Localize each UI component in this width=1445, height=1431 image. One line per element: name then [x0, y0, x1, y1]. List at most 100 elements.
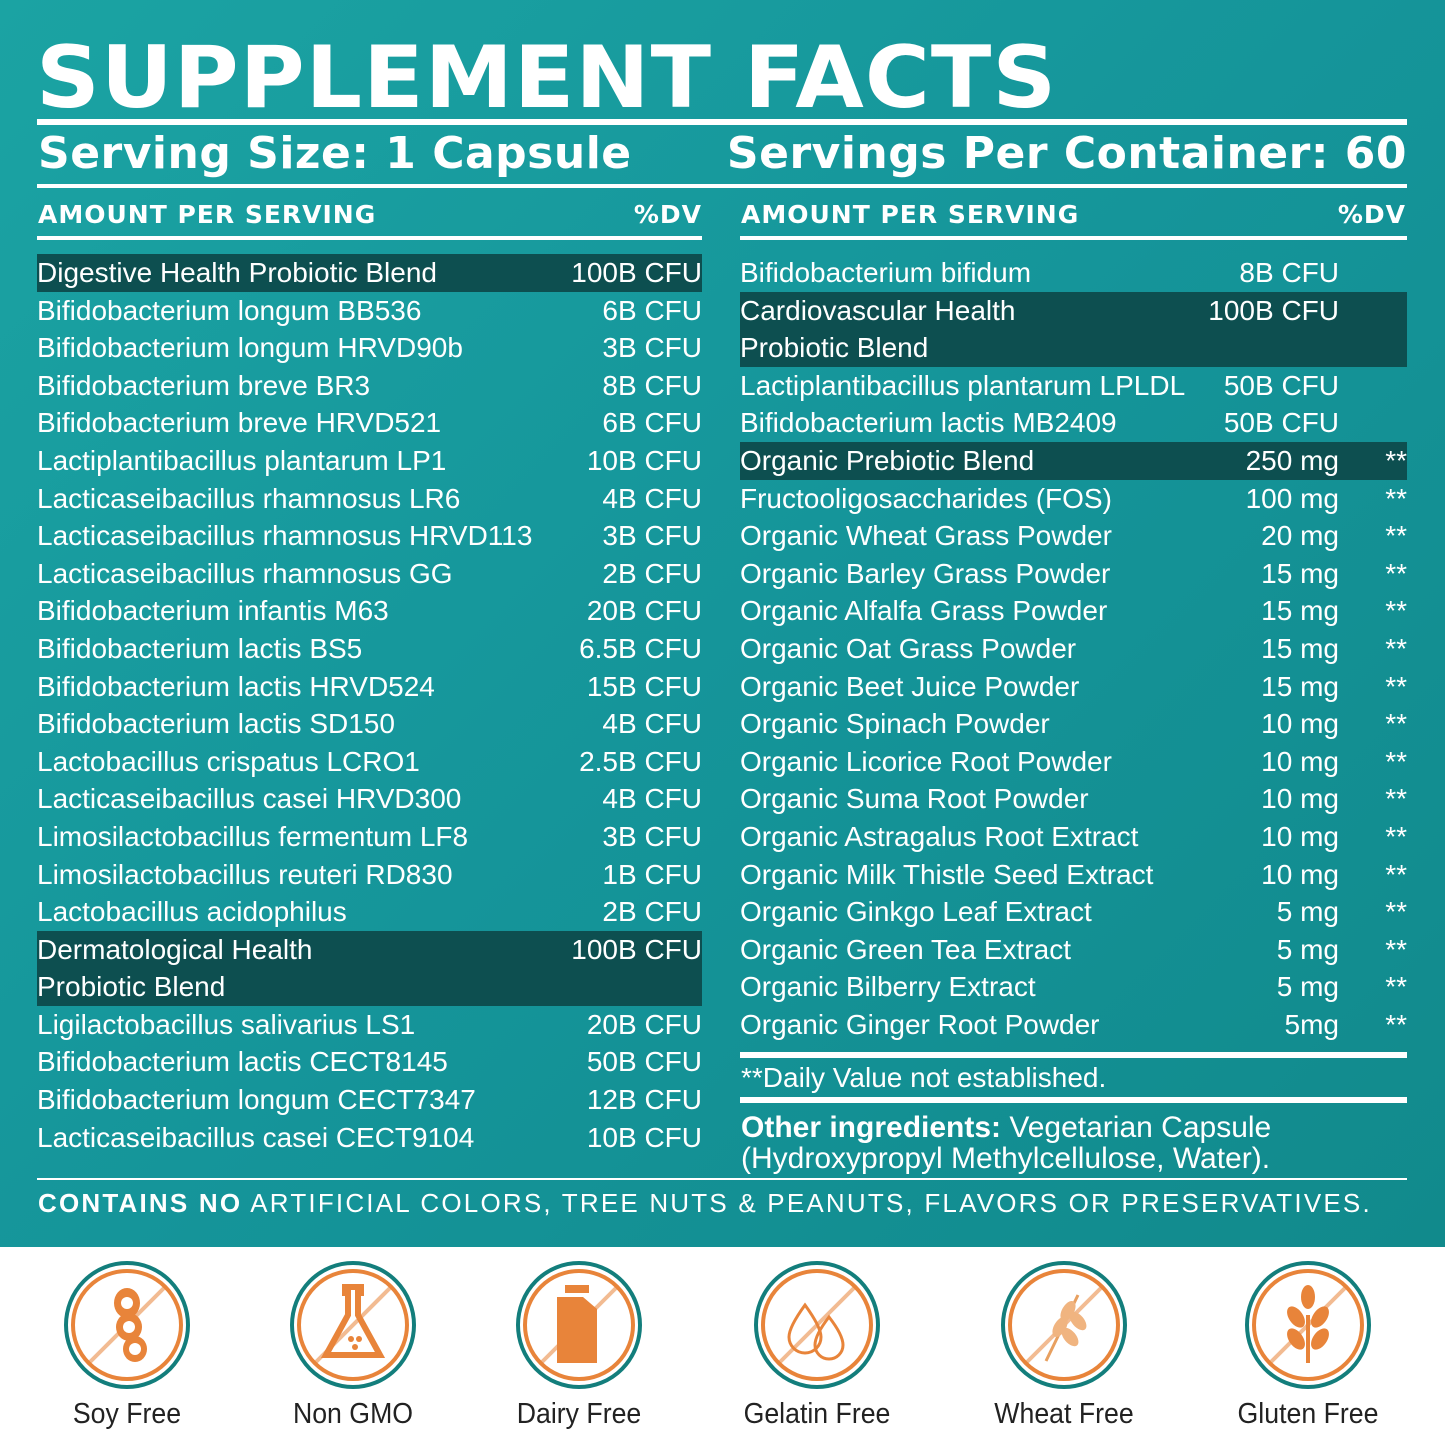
ingredient-amount: 10 mg	[1261, 783, 1339, 815]
ingredient-dv: **	[1385, 444, 1407, 476]
ingredient-dv	[1339, 292, 1407, 367]
ingredient-row: Limosilactobacillus reuteri RD830 1B CFU	[37, 856, 702, 894]
ingredient-amount: 5mg	[1284, 1008, 1339, 1040]
other-ingredients-text: Vegetarian Capsule (Hydroxypropyl Methyl…	[741, 1111, 1272, 1175]
ingredient-amount: 50B CFU	[1223, 407, 1339, 439]
ingredient-amount: 6B CFU	[602, 407, 702, 439]
badge-label: Non GMO	[292, 1398, 414, 1430]
ingredient-name: Organic Astragalus Root Extract	[740, 820, 1139, 852]
ingredient-name: Organic Bilberry Extract	[740, 971, 1036, 1003]
amount-per-serving-label: AMOUNT PER SERVING	[741, 200, 1080, 229]
ingredient-dv	[1339, 254, 1407, 292]
ingredient-name: Organic Green Tea Extract	[740, 933, 1071, 965]
ingredient-name: Bifidobacterium longum BB536	[37, 294, 422, 326]
ingredient-dv: **	[1385, 482, 1407, 514]
divider	[37, 119, 1407, 125]
ingredient-dv: **	[1385, 670, 1407, 702]
ingredient-amount: 15 mg	[1261, 595, 1339, 627]
blend-row: Dermatological Health Probiotic Blend 100…	[37, 930, 702, 1006]
ingredient-name: Ligilactobacillus salivarius LS1	[37, 1008, 416, 1040]
blend-row: Cardiovascular Health Probiotic Blend 100…	[740, 291, 1407, 367]
ingredient-row: Bifidobacterium lactis SD150 4B CFU	[37, 705, 702, 743]
ingredient-name: Bifidobacterium longum HRVD90b	[37, 332, 463, 364]
serving-size: Serving Size: 1 Capsule	[38, 128, 632, 179]
dv-label: %DV	[1337, 200, 1406, 229]
ingredient-name: Limosilactobacillus reuteri RD830	[37, 858, 453, 890]
ingredient-row: Organic Wheat Grass Powder 20 mg **	[740, 517, 1407, 555]
ingredient-name: Lactiplantibacillus plantarum LPLDL	[740, 369, 1186, 401]
left-column-header: AMOUNT PER SERVING %DV	[38, 200, 702, 229]
ingredient-dv: **	[1385, 933, 1407, 965]
ingredient-name: Organic Barley Grass Powder	[740, 557, 1111, 589]
ingredient-amount: 20B CFU	[586, 1008, 702, 1040]
wheat-icon	[964, 1260, 1164, 1390]
contains-no-label: CONTAINS NO	[38, 1188, 243, 1218]
ingredient-row: Bifidobacterium longum BB536 6B CFU	[37, 292, 702, 330]
ingredient-name: Dermatological Health Probiotic Blend	[37, 933, 313, 1003]
ingredient-name: Organic Suma Root Powder	[740, 783, 1089, 815]
badge-label: Gluten Free	[1237, 1398, 1379, 1430]
ingredient-row: Organic Alfalfa Grass Powder 15 mg **	[740, 592, 1407, 630]
ingredient-dv: **	[1385, 1008, 1407, 1040]
ingredient-name: Cardiovascular Health Probiotic Blend	[740, 294, 1016, 364]
other-ingredients-label: Other ingredients:	[741, 1111, 1002, 1144]
ingredient-dv: **	[1385, 820, 1407, 852]
left-ingredient-list: Digestive Health Probiotic Blend 100B CFU…	[37, 254, 702, 1156]
divider	[37, 184, 1407, 188]
badge-dairy-free: Dairy Free	[479, 1260, 679, 1431]
ingredient-name: Lacticaseibacillus casei HRVD300	[37, 783, 462, 815]
ingredient-amount: 50B CFU	[1223, 369, 1339, 401]
ingredient-amount: 2B CFU	[602, 557, 702, 589]
ingredient-row: Lactobacillus acidophilus 2B CFU	[37, 893, 702, 931]
ingredient-dv: **	[1385, 595, 1407, 627]
ingredient-amount: 12B CFU	[586, 1084, 702, 1116]
ingredient-row: Organic Green Tea Extract 5 mg **	[740, 931, 1407, 969]
ingredient-amount: 50B CFU	[586, 1046, 702, 1078]
ingredient-name: Organic Beet Juice Powder	[740, 670, 1080, 702]
ingredient-name: Organic Ginkgo Leaf Extract	[740, 896, 1092, 928]
ingredient-name: Bifidobacterium breve HRVD521	[37, 407, 442, 439]
ingredient-row: Lacticaseibacillus casei HRVD300 4B CFU	[37, 780, 702, 818]
page-title: SUPPLEMENT FACTS	[36, 28, 1058, 128]
badge-label: Gelatin Free	[743, 1398, 891, 1430]
ingredient-name: Digestive Health Probiotic Blend	[37, 257, 437, 288]
ingredient-row: Organic Oat Grass Powder 15 mg **	[740, 630, 1407, 668]
ingredient-row: Limosilactobacillus fermentum LF8 3B CFU	[37, 818, 702, 856]
ingredient-row: Lacticaseibacillus rhamnosus LR6 4B CFU	[37, 480, 702, 518]
ingredient-name: Organic Wheat Grass Powder	[740, 520, 1112, 552]
ingredient-amount: 20B CFU	[586, 595, 702, 627]
ingredient-row: Ligilactobacillus salivarius LS1 20B CFU	[37, 1006, 702, 1044]
ingredient-name: Bifidobacterium bifidum	[740, 257, 1032, 288]
right-ingredient-list: Bifidobacterium bifidum 8B CFU Cardiovascu…	[740, 254, 1407, 1043]
ingredient-row: Bifidobacterium bifidum 8B CFU	[740, 254, 1407, 292]
ingredient-dv	[1339, 367, 1407, 405]
ingredient-amount: 10 mg	[1261, 708, 1339, 740]
ingredient-amount: 5 mg	[1276, 971, 1339, 1003]
ingredient-row: Fructooligosaccharides (FOS) 100 mg **	[740, 480, 1407, 518]
contains-statement: CONTAINS NO ARTIFICIAL COLORS, TREE NUTS…	[38, 1188, 1372, 1219]
ingredient-name: Lactobacillus acidophilus	[37, 896, 347, 928]
ingredient-amount: 2B CFU	[602, 896, 702, 928]
ingredient-name: Limosilactobacillus fermentum LF8	[37, 820, 469, 852]
ingredient-amount: 250 mg	[1245, 444, 1339, 476]
ingredient-name: Organic Ginger Root Powder	[740, 1008, 1100, 1040]
ingredient-amount: 10 mg	[1261, 858, 1339, 890]
badge-wheat-free: Wheat Free	[964, 1260, 1164, 1431]
ingredient-row: Lactiplantibacillus plantarum LPLDL 50B C…	[740, 367, 1407, 405]
ingredient-dv: **	[1385, 708, 1407, 740]
ingredient-dv: **	[1385, 557, 1407, 589]
blend-row: Organic Prebiotic Blend 250 mg **	[740, 441, 1407, 480]
divider	[740, 1097, 1407, 1103]
ingredient-row: Organic Ginkgo Leaf Extract 5 mg **	[740, 893, 1407, 931]
ingredient-amount: 1B CFU	[602, 858, 702, 890]
ingredient-name: Lacticaseibacillus rhamnosus LR6	[37, 482, 461, 514]
soybean-icon	[27, 1260, 227, 1390]
contains-text: ARTIFICIAL COLORS, TREE NUTS & PEANUTS, …	[242, 1188, 1372, 1218]
ingredient-name: Lacticaseibacillus casei CECT9104	[37, 1121, 475, 1153]
ingredient-amount: 8B CFU	[602, 369, 702, 401]
ingredient-row: Bifidobacterium longum HRVD90b 3B CFU	[37, 329, 702, 367]
ingredient-amount: 3B CFU	[602, 520, 702, 552]
ingredient-row: Bifidobacterium breve BR3 8B CFU	[37, 367, 702, 405]
badge-label: Wheat Free	[994, 1398, 1134, 1430]
ingredient-dv: **	[1385, 745, 1407, 777]
